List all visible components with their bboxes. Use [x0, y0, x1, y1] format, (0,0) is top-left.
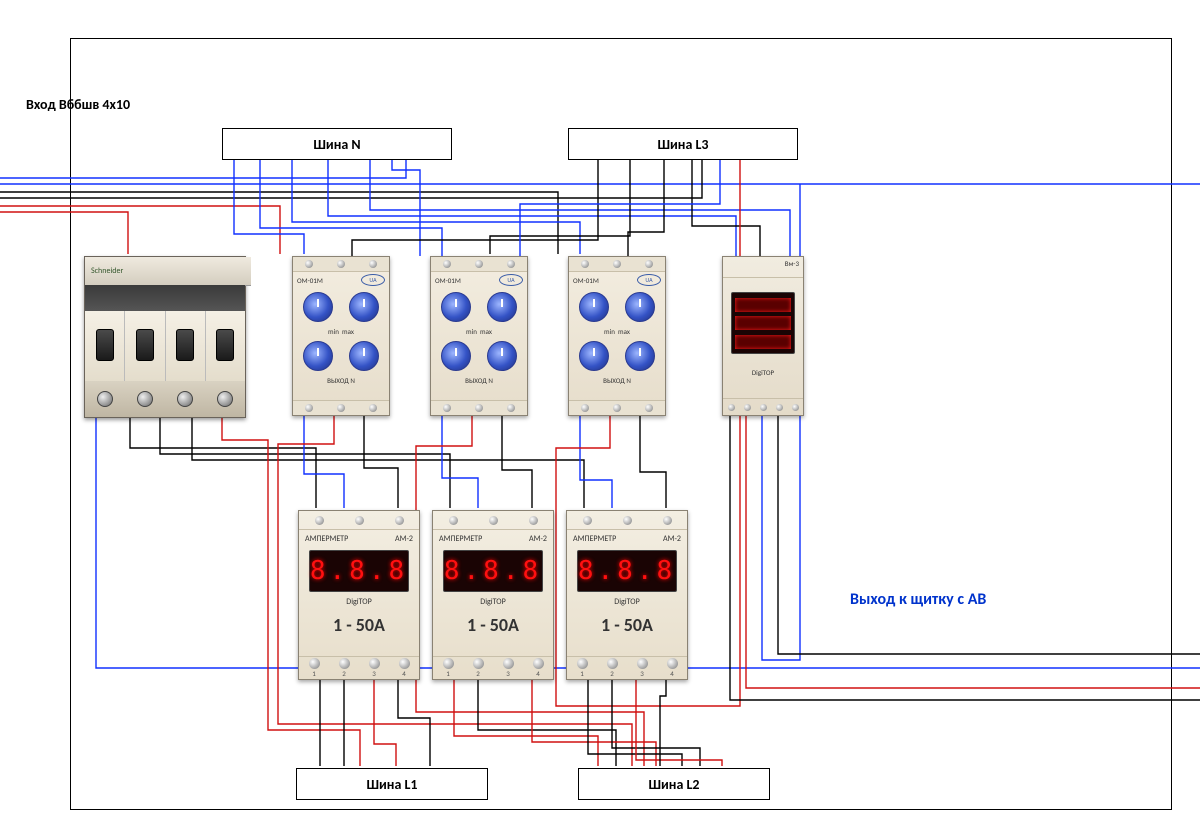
ammeter-3: АМПЕРМЕТРАМ-28.8.8DigiTOP1 - 50A1234 [566, 510, 688, 680]
diagram-canvas: Вход Вббшв 4х10 Выход к щитку с АВ Шина … [0, 0, 1200, 837]
busbar-l2: Шина L2 [578, 768, 770, 800]
voltage-relay-3: ОМ-01МUAmin maxВЫХОД N [568, 256, 666, 416]
breaker-din-rail [85, 285, 245, 311]
breaker-brand-label: Schneider [85, 257, 251, 286]
voltmeter-brand: DigiTOP [723, 368, 803, 377]
voltage-relay-2: ОМ-01МUAmin maxВЫХОД N [430, 256, 528, 416]
voltage-relay-1: ОМ-01МUAmin maxВЫХОД N [292, 256, 390, 416]
ammeter-2: АМПЕРМЕТРАМ-28.8.8DigiTOP1 - 50A1234 [432, 510, 554, 680]
voltmeter-display [731, 292, 795, 354]
breaker-body [85, 311, 245, 381]
voltmeter-terminals [723, 398, 803, 415]
busbar-l1: Шина L1 [296, 768, 488, 800]
busbar-l3: Шина L3 [568, 128, 798, 160]
breaker-terminals [85, 381, 245, 417]
output-label: Выход к щитку с АВ [850, 590, 986, 609]
voltmeter-vm3: Вм-3 DigiTOP [722, 256, 804, 416]
voltmeter-model: Вм-3 [723, 257, 803, 278]
busbar-n: Шина N [222, 128, 452, 160]
main-circuit-breaker: Schneider [84, 256, 246, 418]
ammeter-1: АМПЕРМЕТРАМ-28.8.8DigiTOP1 - 50A1234 [298, 510, 420, 680]
input-cable-label: Вход Вббшв 4х10 [26, 96, 130, 113]
